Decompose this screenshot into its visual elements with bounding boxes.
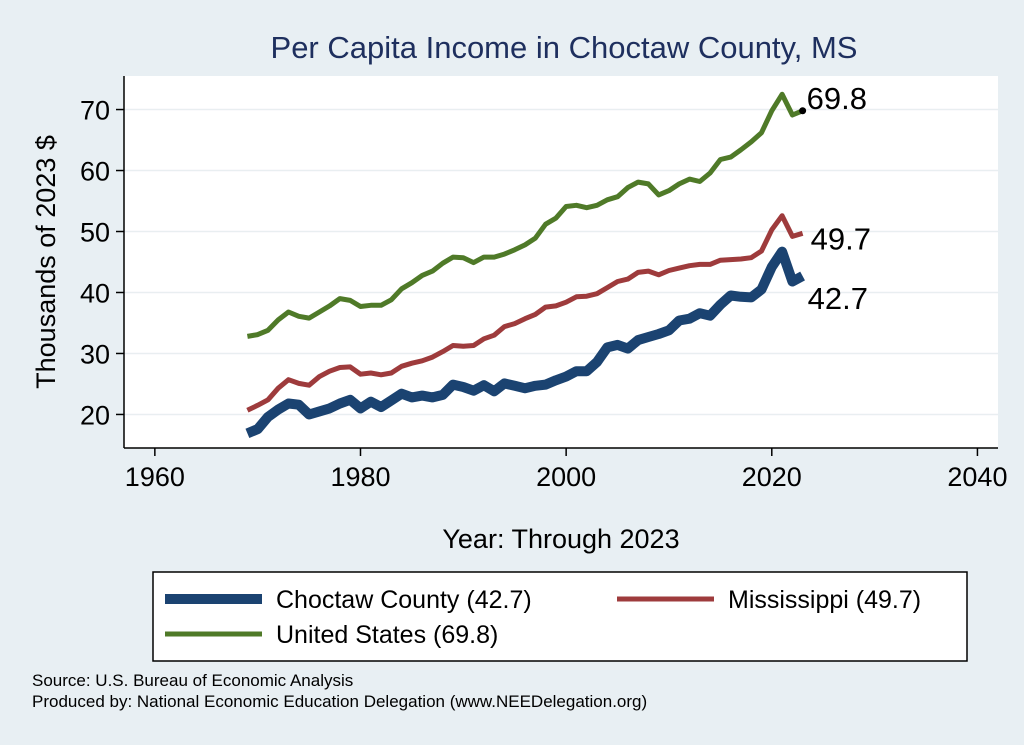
y-tick-label-70: 70 (80, 96, 110, 126)
legend-label-mississippi: Mississippi (49.7) (728, 586, 921, 614)
x-tick-label-1960: 1960 (125, 462, 185, 492)
axes: 20 30 40 50 60 70 1960 1980 2000 2020 2040 (80, 76, 1007, 492)
series-line-mississippi (246, 213, 804, 413)
end-label-united-states: 69.8 (807, 81, 867, 116)
y-tick-label-50: 50 (80, 218, 110, 248)
y-tick-label-20: 20 (80, 400, 110, 430)
x-tick-label-1980: 1980 (330, 462, 390, 492)
series-line-united-states (246, 91, 804, 339)
source-note: Source: U.S. Bureau of Economic Analysis (32, 671, 354, 690)
end-marker-united-states (799, 107, 807, 115)
x-tick-label-2020: 2020 (742, 462, 802, 492)
plot-area (124, 76, 998, 448)
x-tick-label-2000: 2000 (536, 462, 596, 492)
producer-note: Produced by: National Economic Education… (32, 692, 648, 711)
x-tick-label-2040: 2040 (947, 462, 1007, 492)
x-axis-title: Year: Through 2023 (442, 524, 679, 554)
series-line-choctaw-county (245, 246, 805, 439)
series-lines (245, 91, 805, 439)
grid-lines (124, 108, 998, 416)
y-tick-label-60: 60 (80, 157, 110, 187)
legend-label-choctaw-county: Choctaw County (42.7) (276, 586, 532, 614)
legend-label-united-states: United States (69.8) (276, 621, 498, 649)
end-label-mississippi: 49.7 (811, 221, 871, 256)
y-axis-title: Thousands of 2023 $ (31, 135, 61, 389)
y-tick-label-40: 40 (80, 278, 110, 308)
legend-box (152, 571, 968, 662)
y-tick-label-30: 30 (80, 339, 110, 369)
end-label-choctaw-county: 42.7 (808, 281, 868, 316)
legend: Choctaw County (42.7) Mississippi (49.7) U… (165, 586, 921, 649)
chart-title: Per Capita Income in Choctaw County, MS (271, 30, 858, 65)
end-labels: 69.8 49.7 42.7 (799, 81, 871, 316)
